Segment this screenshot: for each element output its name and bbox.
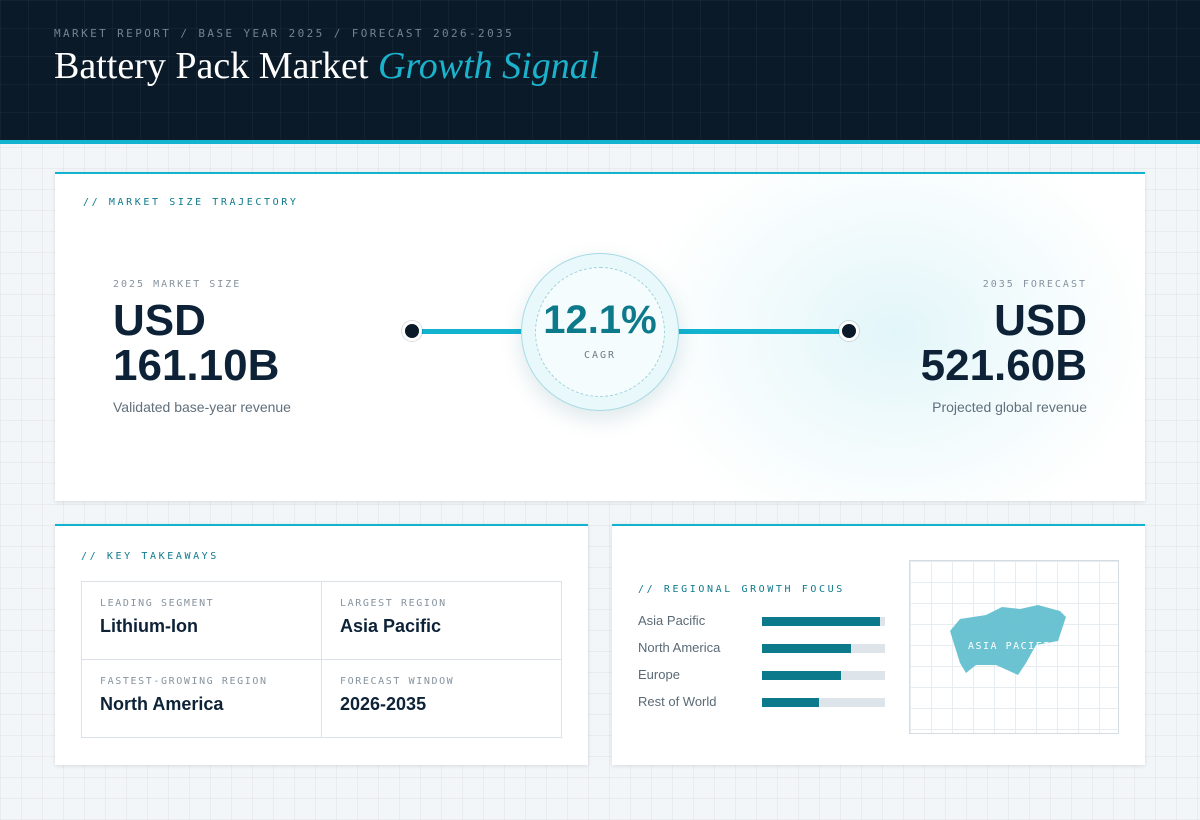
region-bar-track: [762, 698, 885, 707]
region-name: North America: [638, 640, 721, 655]
region-bar-fill: [762, 698, 819, 707]
market-size-card: // MARKET SIZE TRAJECTORY 2025 MARKET SI…: [55, 172, 1145, 501]
takeaway-leading-segment: LEADING SEGMENT Lithium-Ion: [82, 582, 322, 660]
takeaway-value: 2026-2035: [340, 694, 427, 714]
cagr-value: 12.1%: [543, 298, 657, 342]
end-point-dot: [839, 321, 859, 341]
region-row-asia-pacific: Asia Pacific: [638, 612, 888, 630]
breadcrumb: MARKET REPORT / BASE YEAR 2025 / FORECAS…: [54, 27, 515, 40]
takeaway-label: LARGEST REGION: [340, 598, 447, 609]
takeaway-label: LEADING SEGMENT: [100, 598, 215, 609]
page-title-main: Battery Pack Market: [54, 45, 369, 87]
takeaway-value: North America: [100, 694, 224, 714]
takeaway-value: Asia Pacific: [340, 616, 442, 636]
cagr-badge: 12.1% CAGR: [521, 253, 679, 411]
base-year-label: 2025 MARKET SIZE: [113, 279, 242, 290]
takeaways-grid: LEADING SEGMENT Lithium-Ion LARGEST REGI…: [81, 581, 562, 738]
trajectory-line-right: [660, 329, 840, 334]
region-name: Rest of World: [638, 694, 717, 709]
region-row-rest-of-world: Rest of World: [638, 693, 888, 711]
base-year-value: 161.10B: [113, 341, 280, 390]
regional-growth-card: // REGIONAL GROWTH FOCUS Asia Pacific No…: [612, 524, 1145, 765]
regional-growth-label: // REGIONAL GROWTH FOCUS: [638, 584, 845, 595]
base-year-currency: USD: [113, 296, 206, 345]
takeaway-label: FASTEST-GROWING REGION: [100, 676, 268, 687]
market-size-label: // MARKET SIZE TRAJECTORY: [83, 197, 299, 208]
takeaway-largest-region: LARGEST REGION Asia Pacific: [322, 582, 562, 660]
page-title: Battery Pack Market Growth Signal: [54, 44, 599, 88]
key-takeaways-card: // KEY TAKEAWAYS LEADING SEGMENT Lithium…: [55, 524, 588, 765]
takeaway-value: Lithium-Ion: [100, 616, 198, 636]
forecast-label: 2035 FORECAST: [982, 279, 1087, 290]
cagr-label: CAGR: [583, 350, 617, 361]
forecast-subtitle: Projected global revenue: [932, 399, 1087, 415]
map-region-label: ASIA PACIFIC: [968, 641, 1059, 652]
report-header: MARKET REPORT / BASE YEAR 2025 / FORECAS…: [0, 0, 1200, 144]
takeaway-forecast-window: FORECAST WINDOW 2026-2035: [322, 660, 562, 738]
region-map: ASIA PACIFIC: [909, 560, 1119, 734]
asia-pacific-map-shape: [950, 605, 1066, 675]
cagr-inner-ring: [535, 267, 665, 397]
takeaway-label: FORECAST WINDOW: [340, 676, 455, 687]
region-bar-fill: [762, 617, 881, 626]
region-name: Asia Pacific: [638, 613, 706, 628]
key-takeaways-label: // KEY TAKEAWAYS: [81, 551, 219, 562]
region-row-europe: Europe: [638, 666, 888, 684]
region-bar-track: [762, 644, 885, 653]
forecast-value: 521.60B: [920, 341, 1087, 390]
trajectory-line-left: [420, 329, 540, 334]
region-name: Europe: [638, 667, 680, 682]
start-point-dot: [402, 321, 422, 341]
region-row-north-america: North America: [638, 639, 888, 657]
takeaway-fastest-region: FASTEST-GROWING REGION North America: [82, 660, 322, 738]
region-bar-fill: [762, 644, 851, 653]
forecast-currency: USD: [994, 296, 1087, 345]
region-bar-track: [762, 617, 885, 626]
region-bar-track: [762, 671, 885, 680]
page-title-accent: Growth Signal: [377, 45, 600, 87]
base-year-subtitle: Validated base-year revenue: [113, 399, 291, 415]
region-bar-fill: [762, 671, 841, 680]
